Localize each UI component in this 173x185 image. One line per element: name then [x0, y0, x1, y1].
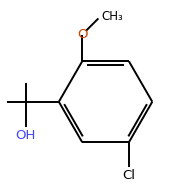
Text: CH₃: CH₃: [102, 10, 123, 23]
Text: Cl: Cl: [122, 169, 135, 182]
Text: O: O: [77, 28, 88, 41]
Text: OH: OH: [15, 130, 36, 142]
